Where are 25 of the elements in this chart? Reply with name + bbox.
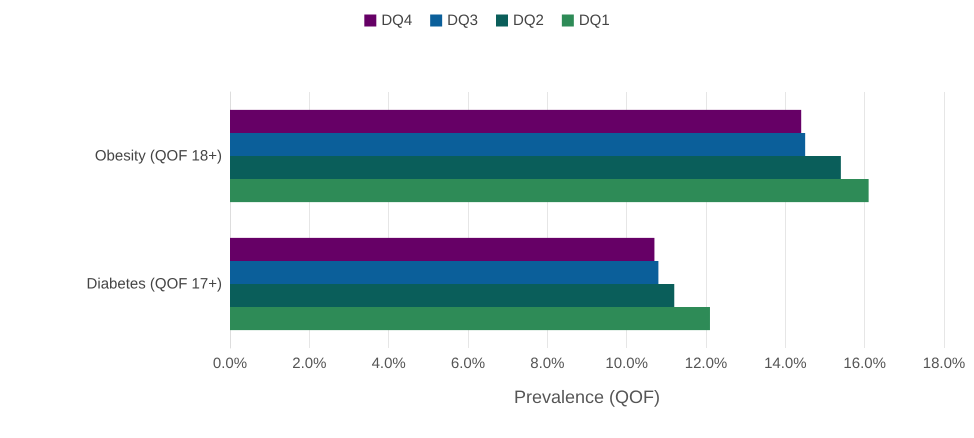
y-tick-label: Diabetes (QOF 17+) <box>86 276 222 292</box>
bar <box>230 179 869 202</box>
x-axis-title: Prevalence (QOF) <box>514 387 660 407</box>
x-tick-label: 14.0% <box>764 355 807 372</box>
x-tick-label: 18.0% <box>922 355 966 372</box>
legend-label: DQ2 <box>513 12 544 29</box>
x-tick-label: 12.0% <box>684 355 728 372</box>
x-tick-label: 2.0% <box>292 355 326 372</box>
bar <box>230 132 806 156</box>
legend-label: DQ4 <box>381 12 412 29</box>
x-tick-label: 10.0% <box>605 355 648 372</box>
x-tick-label: 6.0% <box>450 355 486 372</box>
x-tick-label: 4.0% <box>372 355 406 372</box>
bar <box>230 156 841 180</box>
bar <box>230 284 674 308</box>
x-tick-label: 16.0% <box>843 355 886 372</box>
bar <box>230 238 654 261</box>
legend-label: DQ3 <box>447 12 478 29</box>
x-tick-label: 8.0% <box>530 355 564 372</box>
x-tick-label: 0.0% <box>212 355 248 372</box>
bar <box>230 110 802 133</box>
y-tick-label: Obesity (QOF 18+) <box>94 148 222 164</box>
legend-label: DQ1 <box>578 12 610 29</box>
bar <box>230 260 658 284</box>
bar <box>230 307 710 330</box>
